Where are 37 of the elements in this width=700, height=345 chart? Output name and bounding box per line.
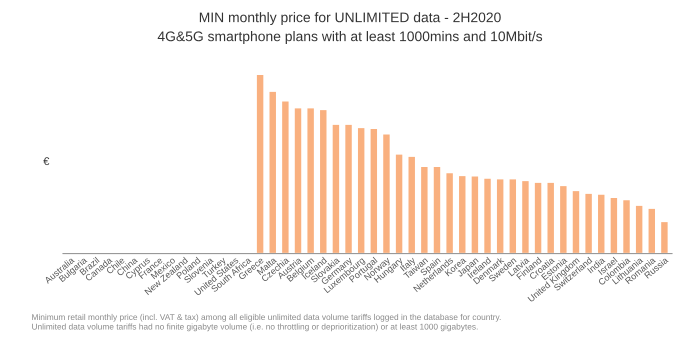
bar <box>660 220 670 254</box>
y-axis-title: € <box>43 157 50 166</box>
bar <box>558 184 568 254</box>
bar <box>546 182 556 254</box>
bar <box>369 128 378 254</box>
bar <box>344 123 354 254</box>
bar <box>482 177 492 254</box>
bar <box>331 123 341 254</box>
chart-title: MIN monthly price for UNLIMITED data - 2H2020 <box>200 12 501 26</box>
bar <box>571 190 581 254</box>
bar <box>255 74 265 254</box>
bar <box>293 106 303 254</box>
bar <box>280 100 290 254</box>
bar <box>470 175 480 254</box>
bar <box>496 178 505 254</box>
bar <box>268 90 278 254</box>
bar <box>596 193 606 254</box>
bar <box>356 126 366 254</box>
bar <box>382 133 392 254</box>
bar <box>508 178 518 254</box>
bar <box>520 180 530 254</box>
bar <box>420 166 429 254</box>
bar <box>445 172 454 254</box>
bar <box>647 208 656 254</box>
bar <box>584 192 594 254</box>
bar <box>394 153 404 254</box>
bar <box>318 108 328 254</box>
bar <box>407 156 416 254</box>
bar <box>609 196 618 254</box>
bar <box>432 166 442 254</box>
bar <box>533 182 543 254</box>
chart-subtitle: 4G&5G smartphone plans with at least 1000mins and 10Mbit/s <box>158 31 542 44</box>
bar <box>622 198 632 254</box>
bar <box>634 204 644 254</box>
bar <box>458 174 467 254</box>
text: Minimum retail monthly price (incl. VAT & tax) among all eligible unlimited data volume tariffs logged in the database for country. Unlimited data volume tariffs had no finite gigabyte volume (i.e. no throttling or deprioritization) or at least 1000 gigabytes. <box>32 314 501 332</box>
bar <box>306 106 316 254</box>
